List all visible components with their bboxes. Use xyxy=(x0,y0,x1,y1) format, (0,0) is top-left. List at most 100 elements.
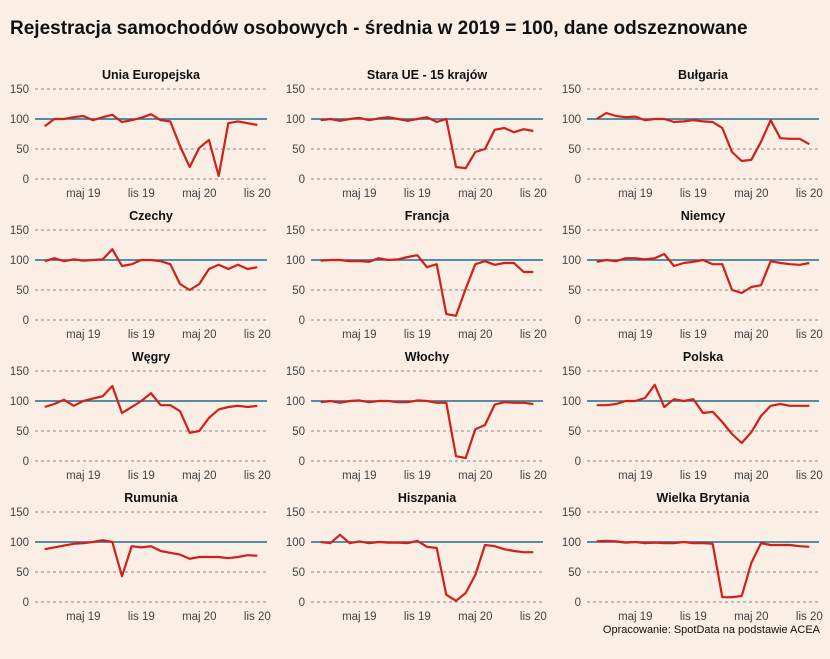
panel-title: Unia Europejska xyxy=(102,68,201,82)
x-tick-label: maj 19 xyxy=(66,188,101,200)
y-tick-label: 50 xyxy=(292,144,305,156)
panel-title: Polska xyxy=(683,350,724,364)
series-line xyxy=(44,539,258,578)
x-tick-label: lis 20 xyxy=(244,611,271,623)
x-tick-label: maj 20 xyxy=(458,470,493,482)
x-tick-label: maj 19 xyxy=(618,470,653,482)
panel-title: Włochy xyxy=(405,350,449,364)
y-tick-label: 100 xyxy=(286,537,305,549)
panel-title: Czechy xyxy=(129,209,173,223)
y-tick-label: 0 xyxy=(23,315,29,327)
panel-title: Wielka Brytania xyxy=(657,491,751,505)
x-tick-label: lis 19 xyxy=(404,611,431,623)
series-line xyxy=(320,116,534,170)
y-tick-label: 0 xyxy=(575,597,581,609)
series-line xyxy=(44,384,258,434)
panel-title: Hiszpania xyxy=(398,491,457,505)
x-tick-label: lis 20 xyxy=(244,188,271,200)
x-tick-label: maj 19 xyxy=(342,329,377,341)
x-tick-label: lis 19 xyxy=(680,188,707,200)
y-tick-label: 150 xyxy=(10,366,29,378)
y-tick-label: 0 xyxy=(575,456,581,468)
x-tick-label: lis 20 xyxy=(244,329,271,341)
series-line xyxy=(320,399,534,460)
x-tick-label: lis 20 xyxy=(244,470,271,482)
y-tick-label: 150 xyxy=(286,84,305,96)
y-tick-label: 50 xyxy=(292,567,305,579)
y-tick-label: 0 xyxy=(299,597,305,609)
y-tick-label: 0 xyxy=(23,597,29,609)
y-tick-label: 150 xyxy=(10,225,29,237)
x-tick-label: maj 19 xyxy=(618,329,653,341)
panel-title: Bułgaria xyxy=(678,68,729,82)
x-tick-label: maj 20 xyxy=(182,611,217,623)
x-tick-label: maj 20 xyxy=(182,188,217,200)
series-line xyxy=(44,113,258,178)
y-tick-label: 0 xyxy=(23,456,29,468)
x-tick-label: lis 19 xyxy=(680,611,707,623)
x-tick-label: lis 19 xyxy=(128,188,155,200)
series-line xyxy=(44,248,258,292)
x-tick-label: maj 20 xyxy=(734,611,769,623)
series-line xyxy=(596,252,810,295)
x-tick-label: maj 19 xyxy=(618,188,653,200)
panel-title: Rumunia xyxy=(124,491,179,505)
series-line xyxy=(596,383,810,445)
y-tick-label: 50 xyxy=(16,144,29,156)
x-tick-label: maj 19 xyxy=(66,470,101,482)
x-tick-label: maj 19 xyxy=(342,611,377,623)
x-tick-label: lis 19 xyxy=(404,329,431,341)
y-tick-label: 50 xyxy=(568,144,581,156)
panel-title: Niemcy xyxy=(681,209,726,223)
y-tick-label: 100 xyxy=(10,396,29,408)
y-tick-label: 150 xyxy=(562,225,581,237)
x-tick-label: maj 20 xyxy=(734,188,769,200)
y-tick-label: 100 xyxy=(10,255,29,267)
panel-title: Stara UE - 15 krajów xyxy=(367,68,487,82)
y-tick-label: 150 xyxy=(286,507,305,519)
series-line xyxy=(596,111,810,163)
x-tick-label: lis 19 xyxy=(404,188,431,200)
x-tick-label: lis 19 xyxy=(128,611,155,623)
y-tick-label: 150 xyxy=(562,366,581,378)
y-tick-label: 100 xyxy=(562,255,581,267)
y-tick-label: 0 xyxy=(299,174,305,186)
x-tick-label: maj 20 xyxy=(734,329,769,341)
source-caption: Opracowanie: SpotData na podstawie ACEA xyxy=(602,624,820,636)
x-tick-label: maj 19 xyxy=(66,329,101,341)
x-tick-label: maj 20 xyxy=(182,470,217,482)
y-tick-label: 0 xyxy=(299,456,305,468)
y-tick-label: 150 xyxy=(10,84,29,96)
series-line xyxy=(596,539,810,599)
y-tick-label: 50 xyxy=(568,285,581,297)
y-tick-label: 100 xyxy=(286,255,305,267)
x-tick-label: lis 19 xyxy=(404,470,431,482)
y-tick-label: 0 xyxy=(575,174,581,186)
y-tick-label: 0 xyxy=(23,174,29,186)
x-tick-label: lis 20 xyxy=(796,611,823,623)
x-tick-label: maj 20 xyxy=(734,470,769,482)
series-line xyxy=(320,533,534,602)
y-tick-label: 50 xyxy=(568,567,581,579)
y-tick-label: 100 xyxy=(562,396,581,408)
x-tick-label: maj 20 xyxy=(182,329,217,341)
y-tick-label: 150 xyxy=(286,366,305,378)
y-tick-label: 50 xyxy=(568,426,581,438)
x-tick-label: lis 19 xyxy=(128,470,155,482)
panel-title: Francja xyxy=(405,209,451,223)
y-tick-label: 150 xyxy=(286,225,305,237)
x-tick-label: lis 20 xyxy=(520,188,547,200)
y-tick-label: 150 xyxy=(562,507,581,519)
x-tick-label: lis 20 xyxy=(520,470,547,482)
x-tick-label: maj 20 xyxy=(458,611,493,623)
y-tick-label: 100 xyxy=(10,537,29,549)
y-tick-label: 50 xyxy=(16,567,29,579)
x-tick-label: lis 20 xyxy=(520,329,547,341)
x-tick-label: maj 19 xyxy=(342,188,377,200)
y-tick-label: 0 xyxy=(299,315,305,327)
y-tick-label: 100 xyxy=(562,537,581,549)
x-tick-label: lis 19 xyxy=(128,329,155,341)
y-tick-label: 150 xyxy=(562,84,581,96)
y-tick-label: 100 xyxy=(10,114,29,126)
